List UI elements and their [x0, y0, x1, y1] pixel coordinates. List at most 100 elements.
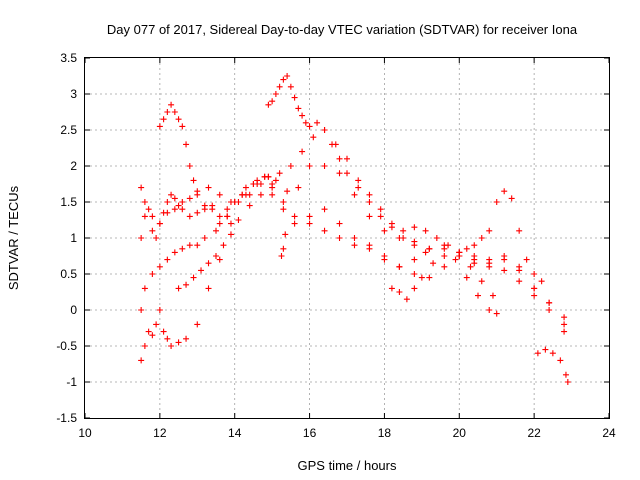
series-track-g	[175, 181, 276, 292]
data-point	[549, 350, 556, 357]
data-point	[231, 199, 238, 205]
y-tick-label: -1	[66, 375, 77, 389]
data-point	[160, 116, 167, 123]
series-track-e	[156, 101, 272, 227]
data-point	[205, 260, 212, 267]
data-point	[160, 209, 167, 216]
data-point	[171, 206, 178, 213]
data-point	[418, 274, 425, 281]
data-point	[321, 163, 328, 169]
y-tick-label: 3.5	[60, 51, 77, 65]
grid	[85, 58, 609, 418]
data-point	[216, 191, 223, 198]
data-point	[557, 357, 564, 364]
data-point	[336, 220, 343, 227]
data-point	[213, 227, 219, 234]
data-point	[171, 249, 178, 256]
data-point	[493, 199, 500, 205]
data-point	[295, 105, 302, 112]
data-point	[471, 242, 478, 249]
data-point	[190, 274, 197, 281]
chart-title: Day 077 of 2017, Sidereal Day-to-day VTE…	[107, 22, 578, 37]
y-tick-label: 2.5	[60, 123, 77, 137]
data-point	[310, 134, 317, 141]
data-point	[160, 328, 167, 335]
axes: 10 12 14 16 18 20 22 24 -1.5 -1 -0.5 0 0.5 1 1.5 2 2.5 3 3…	[56, 51, 616, 440]
data-point	[149, 213, 156, 220]
data-point	[400, 235, 407, 241]
data-point	[321, 206, 328, 213]
data-point	[411, 242, 418, 249]
data-point	[272, 177, 279, 184]
data-point	[542, 346, 549, 353]
data-point	[561, 321, 568, 328]
data-point	[291, 213, 298, 220]
data-point	[224, 213, 231, 220]
data-point	[209, 206, 216, 213]
data-point	[284, 188, 291, 195]
data-point	[149, 271, 156, 277]
data-point	[355, 184, 362, 191]
data-point	[284, 73, 291, 79]
data-point	[164, 109, 171, 115]
data-point	[265, 101, 272, 108]
data-point	[441, 245, 448, 252]
data-point	[478, 278, 485, 285]
data-point	[531, 292, 538, 299]
y-axis-label: SDTVAR / TECUs	[6, 185, 21, 290]
data-point	[141, 199, 148, 205]
data-point	[534, 350, 541, 357]
data-point	[183, 335, 190, 342]
data-point	[269, 181, 276, 187]
data-point	[306, 163, 313, 169]
data-point	[220, 242, 227, 249]
data-point	[441, 263, 448, 270]
data-point	[272, 91, 279, 97]
data-point	[280, 76, 287, 83]
data-point	[224, 206, 231, 213]
data-point	[411, 285, 418, 292]
data-point	[388, 224, 395, 231]
data-point	[201, 202, 208, 209]
data-point	[433, 235, 440, 241]
data-point	[306, 220, 313, 227]
data-point	[186, 195, 193, 202]
plot-frame	[84, 57, 610, 419]
data-point	[366, 242, 373, 249]
series-track-i	[388, 245, 500, 317]
data-point	[355, 177, 362, 184]
x-tick-label: 12	[153, 426, 167, 440]
data-point	[235, 217, 242, 223]
data-point	[164, 335, 171, 342]
y-tick-label: -1.5	[56, 411, 77, 425]
y-tick-label: 0	[70, 303, 77, 317]
data-point	[314, 119, 321, 126]
x-tick-label: 16	[303, 426, 317, 440]
data-point	[336, 170, 343, 177]
data-point	[179, 245, 186, 252]
data-point	[213, 253, 219, 259]
data-point	[501, 256, 508, 263]
data-point	[546, 307, 553, 313]
y-tick-label: 2	[70, 159, 77, 173]
data-point	[164, 199, 171, 205]
data-point	[149, 227, 156, 234]
data-point	[486, 227, 493, 234]
data-point	[501, 188, 508, 195]
series-track-k	[534, 346, 571, 385]
data-point	[171, 195, 178, 202]
data-point	[351, 191, 358, 198]
x-tick-label: 10	[78, 426, 92, 440]
data-point	[411, 224, 418, 231]
data-point	[179, 206, 186, 213]
data-point	[531, 271, 538, 277]
data-point	[445, 242, 452, 249]
data-point	[141, 213, 148, 220]
data-point	[351, 235, 358, 241]
data-point	[194, 191, 201, 198]
y-tick-label: 3	[70, 87, 77, 101]
x-tick-label: 24	[602, 426, 616, 440]
data-point	[366, 199, 373, 205]
data-point	[227, 231, 234, 238]
